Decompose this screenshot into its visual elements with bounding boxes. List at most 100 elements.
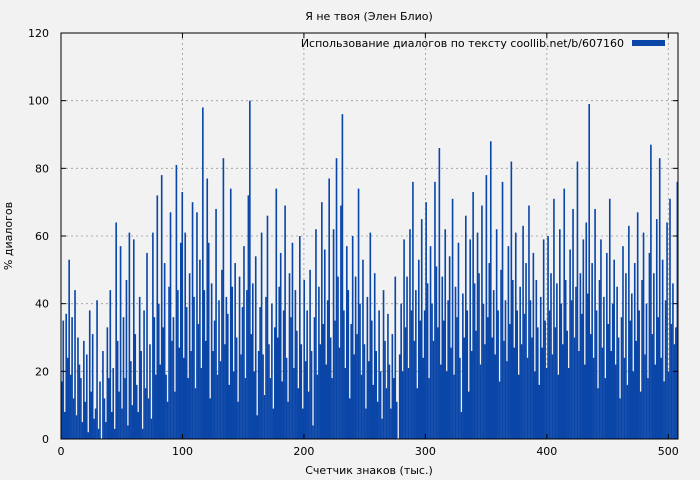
bar — [601, 347, 604, 439]
bar — [535, 279, 538, 439]
bar — [368, 361, 370, 439]
bar — [315, 229, 317, 439]
bar — [500, 269, 502, 439]
bar — [232, 371, 235, 439]
bar — [572, 208, 574, 439]
bar — [542, 239, 545, 439]
bar — [262, 354, 264, 439]
bar — [658, 158, 661, 439]
y-tick-label: 20 — [35, 365, 49, 378]
bar — [560, 303, 563, 439]
bar — [448, 256, 451, 439]
bar — [115, 222, 117, 439]
bar — [475, 330, 477, 439]
bar — [184, 232, 187, 439]
y-tick-label: 60 — [35, 230, 49, 243]
bar — [193, 296, 195, 439]
bar — [321, 202, 323, 439]
bar — [501, 181, 504, 439]
bar — [138, 296, 141, 439]
bar — [329, 337, 332, 439]
bar — [482, 303, 485, 439]
bar — [393, 378, 395, 439]
bar — [398, 354, 401, 439]
bar — [616, 286, 618, 439]
bar — [536, 327, 539, 439]
bar — [575, 286, 577, 439]
bar — [106, 327, 109, 439]
bar — [210, 283, 213, 439]
bar — [109, 290, 112, 439]
bar — [444, 229, 447, 439]
bar — [141, 428, 144, 439]
bar — [307, 391, 310, 439]
bar — [426, 283, 429, 439]
bar — [513, 347, 516, 439]
bar — [132, 239, 135, 439]
bar — [203, 290, 206, 439]
bar — [290, 317, 292, 439]
bar — [356, 334, 358, 439]
bar — [642, 232, 645, 439]
bar — [419, 320, 422, 439]
bar — [278, 286, 281, 439]
bar — [401, 371, 404, 439]
bar — [485, 175, 488, 439]
bar — [597, 388, 599, 439]
bar — [326, 300, 329, 439]
bar — [672, 283, 674, 439]
bar — [594, 208, 596, 439]
bar — [257, 351, 260, 439]
bar — [345, 246, 348, 439]
bar — [451, 198, 454, 439]
bar — [276, 337, 279, 439]
bar — [127, 425, 129, 439]
bar — [185, 307, 188, 439]
bar — [630, 293, 633, 439]
bar — [103, 398, 106, 439]
bar — [378, 310, 380, 439]
bar — [438, 148, 441, 440]
bar — [202, 107, 204, 439]
bar — [250, 334, 253, 439]
bar — [442, 320, 445, 439]
bar — [150, 418, 153, 439]
bar — [638, 310, 640, 439]
bar — [481, 205, 483, 439]
bar — [510, 161, 513, 440]
bar — [497, 310, 499, 439]
y-tick-label: 80 — [35, 162, 49, 175]
bar — [294, 290, 297, 439]
bar — [287, 401, 289, 439]
bar — [614, 364, 617, 439]
bar — [479, 364, 482, 439]
bar — [511, 279, 514, 439]
bar — [407, 367, 410, 439]
bar — [344, 367, 347, 439]
bar — [488, 263, 491, 439]
bar — [400, 303, 402, 439]
bar — [415, 290, 417, 439]
bar — [359, 303, 361, 439]
bar — [247, 195, 250, 439]
bar — [394, 276, 397, 439]
bar — [259, 307, 261, 439]
bar — [422, 357, 425, 439]
bar — [162, 327, 164, 439]
bar — [200, 367, 203, 439]
bar — [591, 263, 593, 439]
bar — [470, 351, 473, 439]
bar — [504, 300, 507, 439]
bar — [526, 357, 529, 439]
bar — [425, 202, 427, 439]
bar — [124, 378, 126, 439]
bar — [229, 188, 232, 439]
bar — [551, 354, 554, 439]
bar — [179, 242, 182, 439]
bar — [190, 351, 192, 439]
bar — [622, 246, 624, 439]
bar — [128, 232, 131, 439]
bar — [528, 205, 530, 439]
bar — [216, 374, 219, 439]
